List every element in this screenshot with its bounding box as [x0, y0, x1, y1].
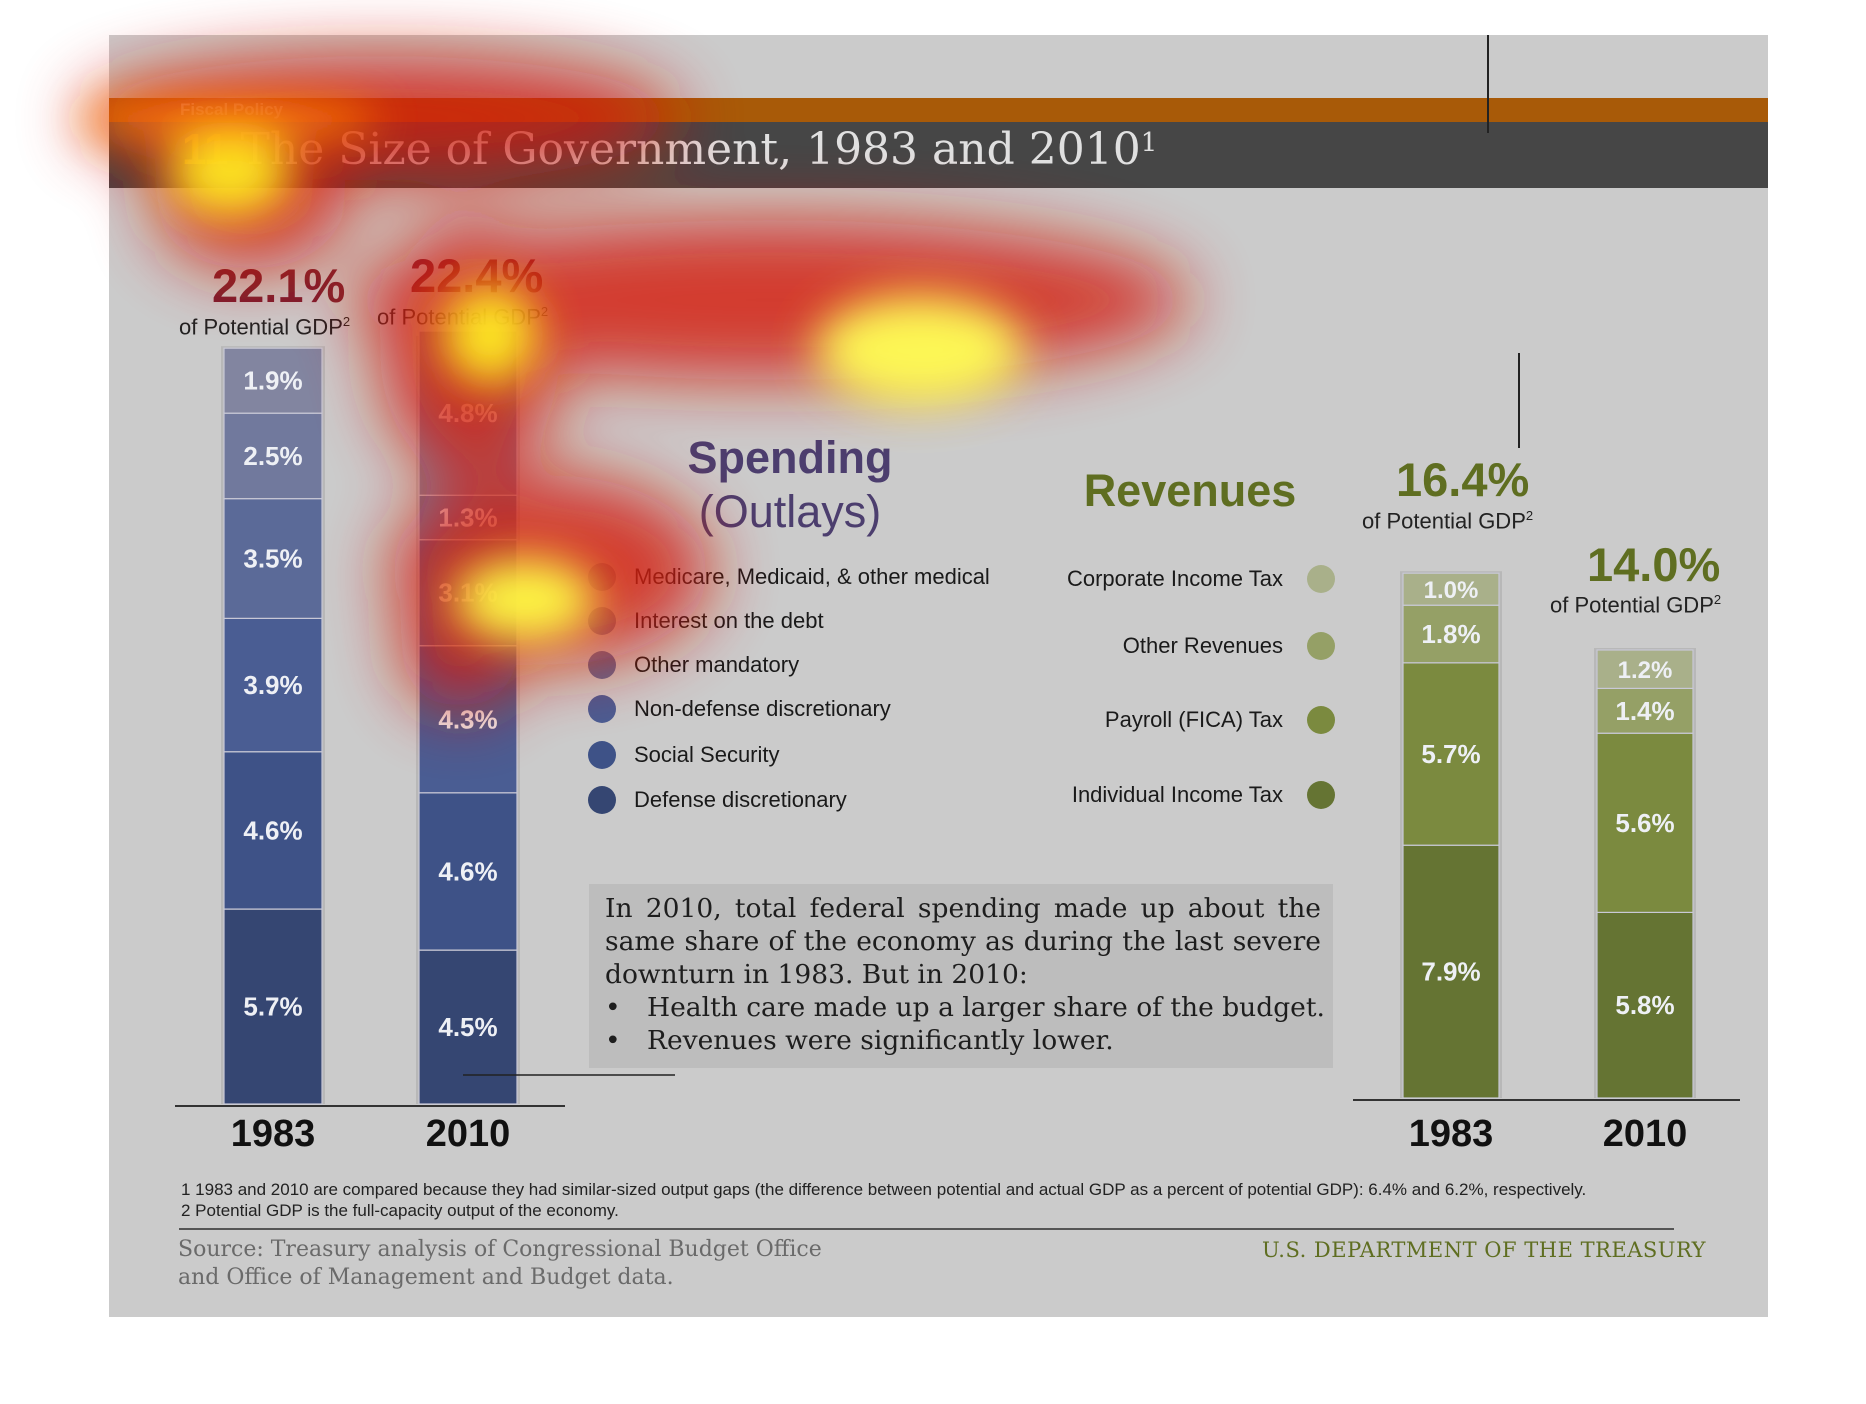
spending-bar-segment	[418, 792, 518, 951]
spending-bar-segment	[223, 412, 323, 500]
legend-item-medicare: Medicare, Medicaid, & other medical	[588, 561, 990, 593]
legend-dot-icon	[588, 741, 616, 769]
spending-segment-label: 1.3%	[438, 502, 497, 532]
revenue-total-1983: 16.4%	[1396, 453, 1530, 506]
title-superscript: 1	[1140, 128, 1158, 158]
revenue-total-2010: 14.0%	[1587, 538, 1721, 591]
legend-item-corporate: Corporate Income Tax	[1067, 563, 1335, 595]
spending-segment-label: 3.1%	[438, 578, 497, 608]
spending-segment-label: 1.9%	[243, 366, 302, 396]
divider-tick	[1518, 353, 1520, 448]
legend-dot-icon	[1307, 632, 1335, 660]
revenue-year-label: 2010	[1603, 1113, 1688, 1155]
spending-title-line1: Spending	[687, 432, 893, 483]
spending-bar-segment	[223, 908, 323, 1105]
revenue-bar-segment	[1596, 687, 1694, 734]
spending-year-label: 1983	[231, 1113, 316, 1155]
legend-dot-icon	[588, 563, 616, 591]
legend-item-interest: Interest on the debt	[588, 605, 824, 637]
spending-segment-label: 3.9%	[243, 670, 302, 700]
revenue-bar-segment	[1596, 732, 1694, 914]
spending-bar-segment	[223, 751, 323, 910]
spending-bar-segment	[223, 347, 323, 414]
revenues-title: Revenues	[1083, 465, 1297, 516]
legend-dot-icon	[1307, 781, 1335, 809]
note-box: In 2010, total federal spending made up …	[589, 884, 1333, 1068]
spending-title-line2: (Outlays)	[698, 486, 882, 537]
spending-segment-label: 4.5%	[438, 1012, 497, 1042]
legend-dot-icon	[1307, 565, 1335, 593]
legend-dot-icon	[588, 695, 616, 723]
spending-segment-label: 4.3%	[438, 704, 497, 734]
note-bullet: • Health care made up a larger share of t…	[605, 992, 1325, 1023]
revenue-bar-segment	[1402, 604, 1500, 664]
footnote-1: 1 1983 and 2010 are compared because the…	[181, 1180, 1587, 1199]
legend-dot-icon	[588, 651, 616, 679]
spending-segment-label: 4.6%	[243, 815, 302, 845]
source-note: Source: Treasury analysis of Congression…	[178, 1237, 822, 1290]
legend-item-payroll: Payroll (FICA) Tax	[1105, 704, 1335, 736]
footnote-2: 2 Potential GDP is the full-capacity out…	[181, 1201, 619, 1220]
spending-total-label-1983: of Potential GDP2	[179, 314, 351, 340]
revenue-bar-segment	[1402, 572, 1500, 606]
revenue-segment-label: 5.8%	[1615, 990, 1674, 1020]
legend-item-non-defense: Non-defense discretionary	[588, 693, 891, 725]
legend-item-individual: Individual Income Tax	[1072, 779, 1335, 811]
spending-segment-label: 4.6%	[438, 856, 497, 886]
revenue-segment-label: 1.0%	[1424, 577, 1479, 604]
revenue-bar-segment	[1596, 649, 1694, 690]
spending-segment-label: 2.5%	[243, 441, 302, 471]
revenue-bar-segment	[1596, 911, 1694, 1099]
note-text: In 2010, total federal spending made up …	[605, 893, 1321, 990]
spending-total-label-2010: of Potential GDP2	[377, 304, 549, 330]
legend-item-other-revenues: Other Revenues	[1123, 630, 1335, 662]
spending-total-2010: 22.4%	[410, 249, 544, 302]
divider-tick	[1487, 35, 1489, 133]
revenue-total-label-2010: of Potential GDP2	[1550, 592, 1722, 618]
legend-item-defense: Defense discretionary	[588, 784, 847, 816]
footer-rule	[179, 1228, 1674, 1230]
spending-bar-segment	[223, 617, 323, 753]
legend-dot-icon	[588, 607, 616, 635]
note-bullet: • Revenues were significantly lower.	[605, 1025, 1114, 1056]
spending-year-label: 2010	[426, 1113, 511, 1155]
revenue-segment-label: 5.7%	[1421, 739, 1480, 769]
spending-segment-label: 3.5%	[243, 544, 302, 574]
legend-dot-icon	[1307, 706, 1335, 734]
revenue-year-label: 1983	[1409, 1113, 1494, 1155]
revenue-segment-label: 1.2%	[1618, 657, 1673, 684]
revenue-segment-label: 7.9%	[1421, 957, 1480, 987]
revenue-segment-label: 5.6%	[1615, 808, 1674, 838]
revenue-segment-label: 1.4%	[1615, 696, 1674, 726]
legend-item-other-mandatory: Other mandatory	[588, 649, 799, 681]
legend-dot-icon	[588, 786, 616, 814]
revenue-segment-label: 1.8%	[1421, 619, 1480, 649]
revenue-bar-segment	[1402, 662, 1500, 846]
legend-item-social-security: Social Security	[588, 739, 780, 771]
spending-title: Spending (Outlays)	[620, 432, 960, 538]
spending-total-1983: 22.1%	[212, 259, 346, 312]
spending-segment-label: 5.7%	[243, 992, 302, 1022]
spending-segment-label: 4.8%	[438, 398, 497, 428]
spending-bar-segment	[418, 949, 518, 1105]
revenue-bar-segment	[1402, 844, 1500, 1099]
spending-bar-segment	[223, 498, 323, 619]
agency-name: U.S. DEPARTMENT OF THE TREASURY	[1262, 1238, 1707, 1262]
revenue-total-label-1983: of Potential GDP2	[1362, 508, 1534, 534]
